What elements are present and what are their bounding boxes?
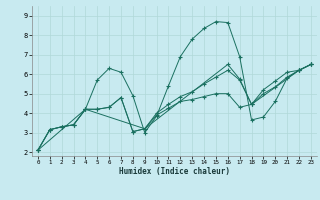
X-axis label: Humidex (Indice chaleur): Humidex (Indice chaleur) [119, 167, 230, 176]
